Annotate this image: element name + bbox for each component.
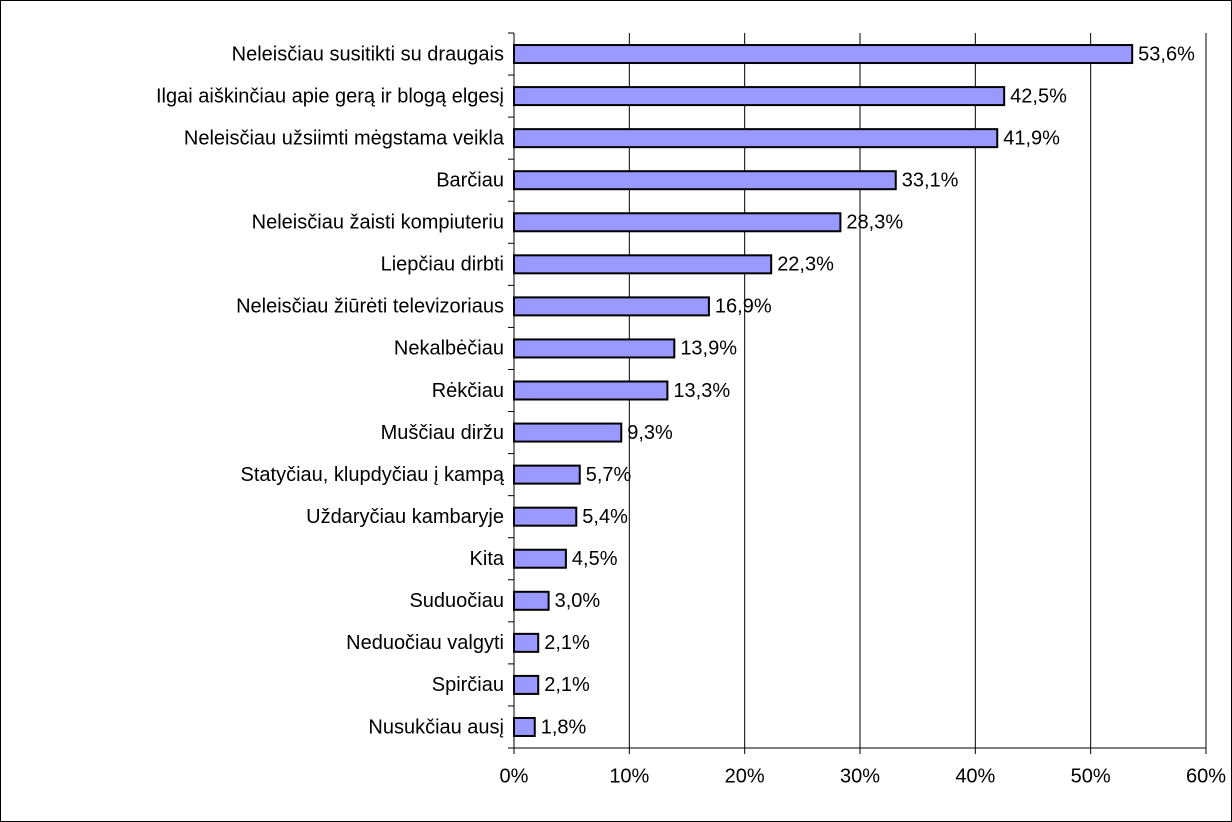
value-label: 13,9% (680, 338, 737, 360)
y-tick-label: Neleisčiau susitikti su draugais (232, 43, 504, 65)
bar (513, 44, 1134, 65)
x-tick-label: 40% (955, 765, 995, 787)
value-label: 53,6% (1138, 43, 1195, 65)
y-tick-label: Nekalbėčiau (394, 338, 504, 360)
value-label: 3,0% (555, 590, 601, 612)
value-label: 4,5% (572, 548, 618, 570)
y-tick-label: Ilgai aiškinčiau apie gerą ir blogą elge… (156, 85, 504, 107)
bar (513, 170, 897, 191)
y-tick-label: Nusukčiau ausį (368, 716, 504, 738)
y-tick-label: Neleisčiau žiūrėti televizoriaus (236, 296, 504, 318)
bar (513, 464, 581, 485)
value-label: 41,9% (1003, 127, 1060, 149)
value-label: 42,5% (1010, 85, 1067, 107)
y-tick-label: Rėkčiau (432, 380, 504, 402)
y-tick-label: Suduočiau (409, 590, 504, 612)
y-tick-label: Statyčiau, klupdyčiau į kampą (241, 464, 505, 486)
bar (513, 212, 842, 233)
value-label: 13,3% (673, 380, 730, 402)
x-tick-label: 30% (840, 765, 880, 787)
bar (513, 548, 567, 569)
y-tick-label: Muščiau diržu (381, 422, 504, 444)
bar (513, 380, 669, 401)
value-label: 28,3% (846, 212, 903, 234)
bar (513, 296, 710, 317)
value-label: 33,1% (902, 169, 959, 191)
bar (513, 254, 773, 275)
value-label: 5,4% (582, 506, 628, 528)
bar (513, 338, 676, 359)
bar (513, 590, 550, 611)
bar (513, 422, 623, 443)
y-tick-label: Spirčiau (432, 674, 504, 696)
y-tick-label: Kita (470, 548, 505, 570)
x-tick-label: 0% (500, 765, 529, 787)
value-label: 5,7% (586, 464, 632, 486)
x-tick-label: 50% (1071, 765, 1111, 787)
y-tick-label: Liepčiau dirbti (381, 254, 504, 276)
y-tick-label: Neleisčiau užsiimti mėgstama veikla (184, 127, 505, 149)
y-tick-label: Neduočiau valgyti (346, 632, 504, 654)
x-tick-label: 60% (1186, 765, 1226, 787)
value-label: 2,1% (544, 632, 590, 654)
y-tick-label: Neleisčiau žaisti kompiuteriu (252, 212, 504, 234)
bar (513, 674, 540, 695)
bar (513, 506, 578, 527)
value-label: 2,1% (544, 674, 590, 696)
y-tick-label: Barčiau (436, 169, 504, 191)
value-label: 1,8% (541, 716, 587, 738)
bar (513, 632, 540, 653)
value-label: 16,9% (715, 296, 772, 318)
bar (513, 716, 536, 737)
bar (513, 128, 999, 149)
value-label: 22,3% (777, 254, 834, 276)
value-label: 9,3% (627, 422, 673, 444)
x-tick-label: 10% (609, 765, 649, 787)
x-tick-label: 20% (725, 765, 765, 787)
y-tick-label: Uždaryčiau kambaryje (306, 506, 504, 528)
bar (513, 86, 1006, 107)
